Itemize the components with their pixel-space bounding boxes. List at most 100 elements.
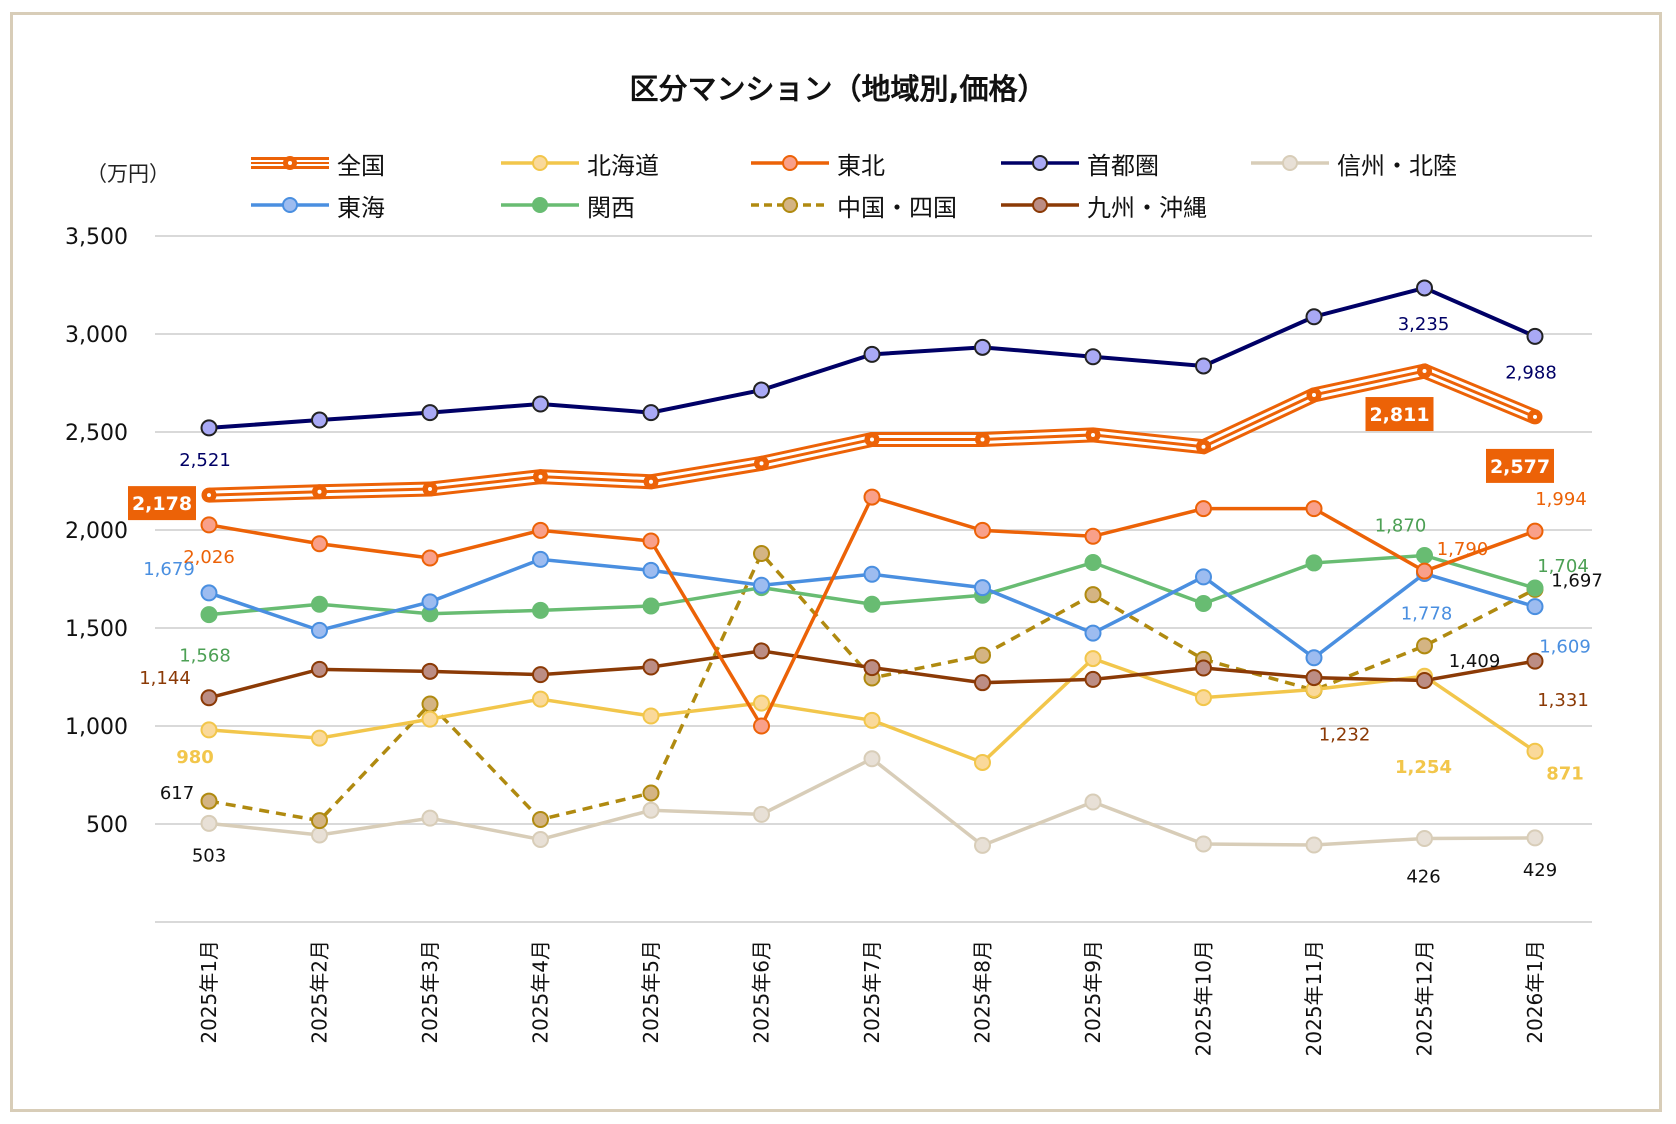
legend-item-8[interactable]: 九州・沖縄 xyxy=(995,190,1207,222)
data-point[interactable] xyxy=(1305,649,1323,667)
data-point[interactable] xyxy=(642,561,660,579)
data-point[interactable] xyxy=(863,488,881,506)
data-point[interactable] xyxy=(1084,793,1102,811)
data-point[interactable] xyxy=(1416,562,1433,580)
data-point[interactable] xyxy=(311,729,328,747)
data-point[interactable] xyxy=(311,411,328,429)
data-point[interactable] xyxy=(532,666,549,684)
data-point[interactable] xyxy=(974,836,991,854)
data-point[interactable] xyxy=(200,419,218,437)
legend-item-3[interactable]: 首都圏 xyxy=(995,148,1159,180)
data-point[interactable] xyxy=(1195,500,1212,518)
data-point[interactable] xyxy=(1416,279,1433,297)
data-point[interactable] xyxy=(532,601,549,619)
data-point[interactable] xyxy=(1195,659,1212,677)
data-point[interactable] xyxy=(200,606,218,624)
data-point[interactable] xyxy=(753,694,770,712)
data-point[interactable] xyxy=(642,707,660,725)
data-point[interactable] xyxy=(753,576,770,594)
data-point[interactable] xyxy=(642,404,660,422)
data-point[interactable] xyxy=(863,711,881,729)
data-point[interactable] xyxy=(753,545,770,563)
data-point[interactable] xyxy=(642,801,660,819)
legend-item-1[interactable]: 北海道 xyxy=(495,148,659,180)
data-point[interactable] xyxy=(421,809,439,827)
data-point[interactable] xyxy=(1526,742,1544,760)
data-point[interactable] xyxy=(1195,595,1212,612)
data-point[interactable] xyxy=(421,710,439,728)
data-point[interactable] xyxy=(532,690,549,708)
data-point[interactable] xyxy=(1526,598,1544,616)
data-point[interactable] xyxy=(311,621,328,639)
data-point[interactable] xyxy=(753,717,770,735)
data-point[interactable] xyxy=(532,550,549,568)
data-point[interactable] xyxy=(642,597,660,615)
data-point[interactable] xyxy=(1305,554,1323,572)
data-point[interactable] xyxy=(1305,500,1323,518)
legend-item-5[interactable]: 東海 xyxy=(245,190,385,222)
data-point[interactable] xyxy=(311,660,328,678)
data-point[interactable] xyxy=(1195,357,1212,375)
data-point[interactable] xyxy=(421,695,439,713)
data-point[interactable] xyxy=(1416,830,1433,848)
data-point[interactable] xyxy=(753,805,770,823)
data-point[interactable] xyxy=(1084,586,1102,604)
legend-item-0[interactable]: 全国 xyxy=(245,148,385,180)
data-point[interactable] xyxy=(1084,670,1102,688)
data-point[interactable] xyxy=(974,579,991,597)
data-point[interactable] xyxy=(1526,579,1544,597)
data-point[interactable] xyxy=(311,812,328,830)
data-point[interactable] xyxy=(1305,836,1323,854)
data-point[interactable] xyxy=(421,593,439,611)
legend-item-2[interactable]: 東北 xyxy=(745,148,885,180)
data-point[interactable] xyxy=(974,674,991,692)
legend-item-4[interactable]: 信州・北陸 xyxy=(1245,148,1457,180)
data-point[interactable] xyxy=(863,345,881,363)
legend-item-7[interactable]: 中国・四国 xyxy=(745,190,957,222)
data-point[interactable] xyxy=(311,535,328,553)
data-point[interactable] xyxy=(1526,652,1544,670)
data-point[interactable] xyxy=(1195,835,1212,853)
data-point[interactable] xyxy=(753,642,770,660)
data-point[interactable] xyxy=(642,532,660,550)
data-point[interactable] xyxy=(532,830,549,848)
data-point[interactable] xyxy=(863,750,881,768)
data-point[interactable] xyxy=(1084,348,1102,366)
data-point[interactable] xyxy=(1084,554,1102,572)
data-point[interactable] xyxy=(974,646,991,664)
data-point[interactable] xyxy=(1084,527,1102,545)
data-point[interactable] xyxy=(421,549,439,567)
data-point[interactable] xyxy=(863,565,881,583)
data-point[interactable] xyxy=(421,404,439,422)
data-point[interactable] xyxy=(863,659,881,677)
data-point[interactable] xyxy=(1195,568,1212,586)
data-point[interactable] xyxy=(1526,522,1544,540)
data-point[interactable] xyxy=(1084,624,1102,642)
data-point[interactable] xyxy=(1195,689,1212,707)
data-point[interactable] xyxy=(974,338,991,356)
data-point[interactable] xyxy=(1084,650,1102,668)
data-point[interactable] xyxy=(421,662,439,680)
data-point[interactable] xyxy=(532,395,549,413)
data-point[interactable] xyxy=(642,784,660,802)
legend-item-6[interactable]: 関西 xyxy=(495,190,635,222)
data-point[interactable] xyxy=(200,721,218,739)
data-point[interactable] xyxy=(1416,546,1433,564)
data-point[interactable] xyxy=(532,521,549,539)
data-point[interactable] xyxy=(200,584,218,602)
data-point[interactable] xyxy=(200,516,218,534)
data-point[interactable] xyxy=(1305,669,1323,687)
data-point[interactable] xyxy=(1416,637,1433,655)
data-point[interactable] xyxy=(200,792,218,810)
data-point[interactable] xyxy=(532,810,549,828)
data-point[interactable] xyxy=(311,595,328,613)
data-point[interactable] xyxy=(1416,672,1433,690)
data-point[interactable] xyxy=(311,826,328,844)
data-point[interactable] xyxy=(974,753,991,771)
data-point[interactable] xyxy=(863,595,881,613)
data-point[interactable] xyxy=(200,814,218,832)
data-point[interactable] xyxy=(200,689,218,707)
data-point[interactable] xyxy=(974,521,991,539)
data-point[interactable] xyxy=(642,658,660,676)
data-point[interactable] xyxy=(1305,308,1323,326)
